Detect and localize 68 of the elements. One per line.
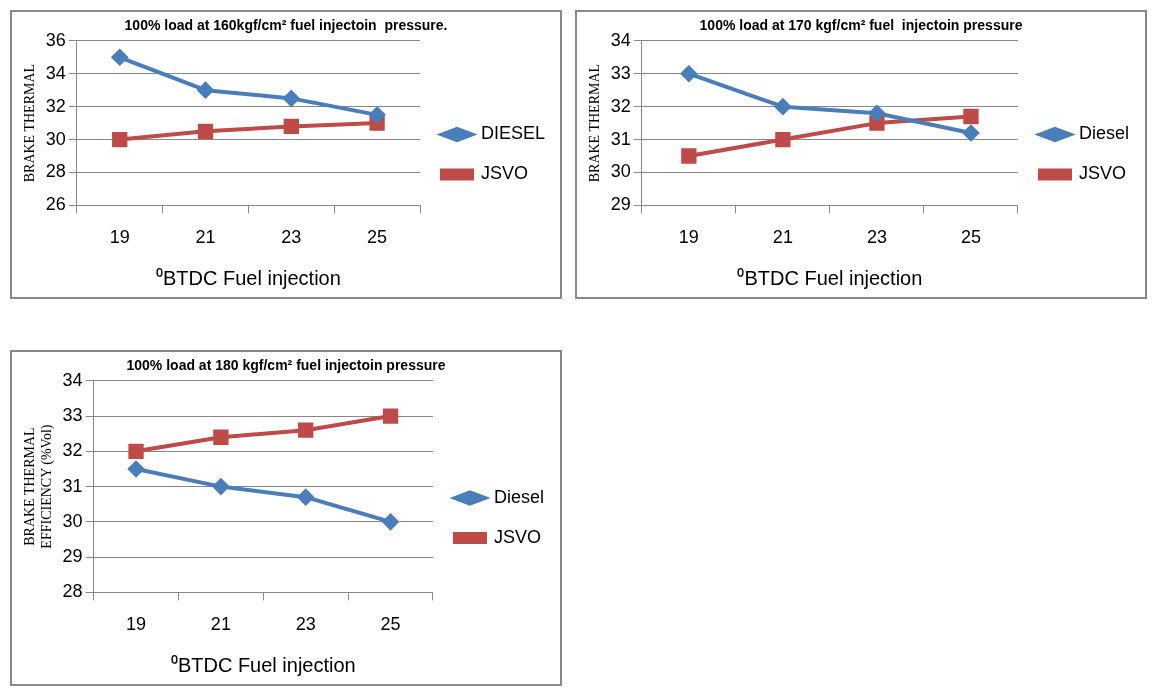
x-tick-label: 25 [380,614,401,635]
legend-label: Diesel [1078,123,1130,144]
point [774,98,791,115]
point [298,422,314,438]
y-tick-label: 34 [62,369,83,390]
legend-label: JSVO [493,526,541,547]
y-tick-label: 30 [610,161,631,182]
point [369,106,386,123]
chart-title: 100% load at 180 kgf/cm² fuel injectoin pressure [126,357,446,374]
point [197,82,214,99]
point [382,408,399,424]
y-tick-label: 32 [62,440,83,461]
y-tick-label: 32 [610,95,631,116]
x-tick-label: 25 [960,227,981,248]
point [283,118,299,135]
y-tick-label: 31 [610,128,631,149]
chart-title: 100% load at 160kgf/cm² fuel injectoin pressure. [124,17,448,34]
y-tick-label: 29 [62,546,83,567]
point [213,429,229,445]
y-tick-label: 34 [45,62,66,83]
point [297,489,314,506]
point [382,513,399,530]
y-tick-label: 33 [62,405,83,426]
chart-title: 100% load at 170 kgf/cm² fuel injectoin pressure [699,17,1023,34]
point [868,105,885,122]
x-tick-label: 23 [281,227,302,248]
y-tick-label: 31 [62,475,83,496]
point [775,131,791,148]
y-tick-label: 26 [45,194,66,215]
y-tick-label: 30 [45,128,66,149]
y-axis-title: BRAKE THERMAL EFFICIENCY (%Vol) [22,424,55,549]
x-tick-label: 19 [678,227,699,248]
x-tick-label: 23 [866,227,887,248]
y-axis-title: BRAKE THERMAL [587,63,603,183]
legend-label: JSVO [1078,163,1126,184]
x-tick-label: 21 [210,614,231,635]
x-tick-label: 19 [126,614,147,635]
y-tick-label: 28 [45,161,66,182]
point [212,478,229,495]
legend-label: DIESEL [481,123,546,144]
x-tick-label: 21 [195,227,216,248]
y-tick-label: 33 [610,62,631,83]
y-tick-label: 32 [45,95,66,116]
point [680,65,697,82]
x-tick-label: 25 [367,227,388,248]
point [128,443,144,459]
x-axis-title: ⁰BTDC Fuel injection [170,653,356,676]
point [962,124,979,141]
y-tick-label: 29 [610,194,631,215]
x-axis-title: ⁰BTDC Fuel injection [155,266,341,289]
x-tick-label: 23 [295,614,316,635]
y-axis-title: BRAKE THERMAL [22,63,38,183]
point [112,131,128,148]
y-tick-label: 28 [62,581,83,602]
point [128,460,145,477]
y-tick-label: 30 [62,510,83,531]
point [963,108,979,125]
legend-label: JSVO [481,163,529,184]
x-axis-title: ⁰BTDC Fuel injection [737,266,923,289]
y-tick-label: 34 [610,29,631,50]
point [111,49,128,66]
point [283,90,300,107]
x-tick-label: 21 [772,227,793,248]
legend-label: Diesel [493,486,545,507]
point [197,123,214,139]
x-tick-label: 19 [109,227,130,248]
point [681,148,697,164]
y-tick-label: 36 [45,29,66,50]
